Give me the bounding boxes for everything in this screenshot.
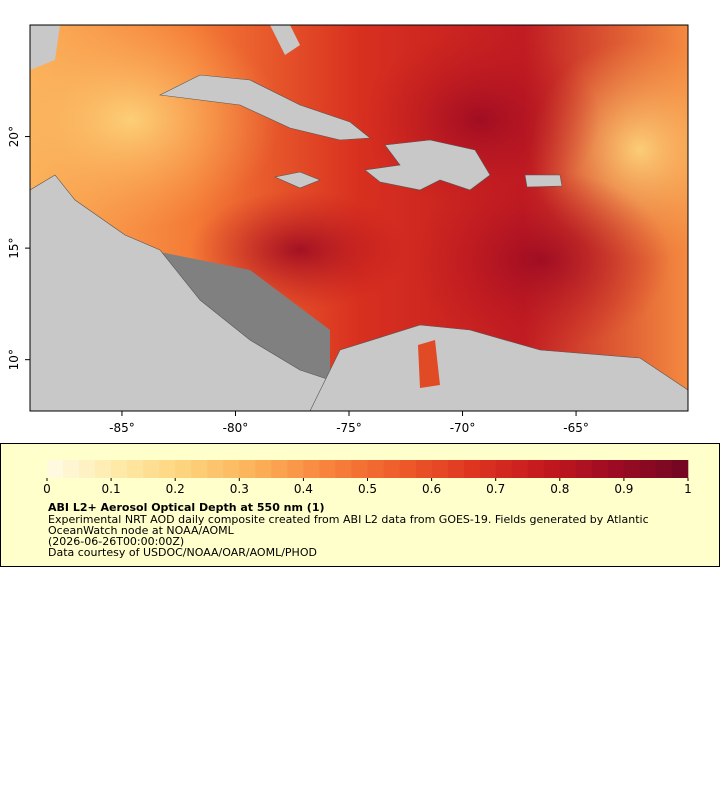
map-frame — [29, 24, 689, 412]
colorbar-segment — [223, 460, 240, 478]
colorbar-tick-label: 0.9 — [614, 482, 633, 496]
colorbar-tick-label: 0.7 — [486, 482, 505, 496]
colorbar-segment — [303, 460, 320, 478]
colorbar-segment — [495, 460, 513, 478]
colorbar-segment — [431, 460, 448, 478]
axes: -85° -80° -75° -70° -65° 10° 15° 20° — [7, 126, 589, 435]
y-tick-label: 15° — [7, 237, 21, 258]
map-area — [30, 25, 688, 411]
x-tick-label: -75° — [336, 421, 362, 435]
colorbar-segment — [527, 460, 545, 478]
x-tick-label: -70° — [450, 421, 476, 435]
colorbar-segment — [191, 460, 208, 478]
x-tick-label: -65° — [563, 421, 589, 435]
colorbar-segment — [383, 460, 400, 478]
colorbar-segment — [559, 460, 577, 478]
colorbar-segment — [399, 460, 416, 478]
colorbar-segment — [95, 460, 112, 478]
legend-line: OceanWatch node at NOAA/AOML — [48, 524, 235, 537]
colorbar-segment — [271, 460, 288, 478]
colorbar-segment — [143, 460, 160, 478]
lake-maracaibo — [418, 340, 440, 388]
colorbar-segment — [47, 460, 64, 478]
colorbar-segment — [543, 460, 561, 478]
legend-line: (2026-06-26T00:00:00Z) — [48, 535, 184, 548]
colorbar-segment — [623, 460, 641, 478]
colorbar-tick-label: 0.3 — [230, 482, 249, 496]
colorbar-segment — [239, 460, 256, 478]
colorbar-segment — [159, 460, 176, 478]
colorbar-segment — [479, 460, 496, 478]
land-yucatan — [30, 25, 60, 70]
aod-field — [30, 25, 280, 230]
colorbar-segment — [367, 460, 384, 478]
colorbar-segment — [127, 460, 144, 478]
land — [309, 324, 688, 411]
colorbar-tick-label: 1 — [684, 482, 692, 496]
colorbar-segment — [287, 460, 304, 478]
y-tick-label: 10° — [7, 349, 21, 370]
colorbar-segment — [607, 460, 625, 478]
land-cuba — [158, 74, 371, 141]
land-bahamas — [270, 25, 300, 55]
colorbar-segment — [511, 460, 529, 478]
legend-title: ABI L2+ Aerosol Optical Depth at 550 nm … — [48, 501, 325, 514]
colorbar-tick-label: 0.5 — [358, 482, 377, 496]
colorbar-segment — [175, 460, 192, 478]
colorbar-segment — [79, 460, 96, 478]
colorbar-segment — [255, 460, 272, 478]
colorbar-segment — [463, 460, 480, 478]
colorbar-segment — [447, 460, 464, 478]
colorbar-tick-label: 0.6 — [422, 482, 441, 496]
y-tick-label: 20° — [7, 126, 21, 147]
colorbar-segment — [335, 460, 352, 478]
colorbar-segment — [319, 460, 336, 478]
colorbar-segment — [575, 460, 593, 478]
colorbar-tick-label: 0.8 — [550, 482, 569, 496]
colorbar-tick-label: 0.1 — [102, 482, 121, 496]
land-puerto-rico — [524, 174, 563, 188]
legend-line: Data courtesy of USDOC/NOAA/OAR/AOML/PHO… — [48, 546, 317, 559]
colorbar-tick-label: 0.2 — [166, 482, 185, 496]
colorbar-segment — [671, 460, 689, 478]
aod-field — [410, 170, 670, 350]
colorbar: 0 0.1 0.2 0.3 0.4 0.5 0.6 0.7 0.8 0.9 1 — [43, 460, 692, 496]
colorbar-segment — [639, 460, 657, 478]
x-tick-label: -80° — [223, 421, 249, 435]
legend-line: Experimental NRT AOD daily composite cre… — [48, 513, 649, 526]
colorbar-segment — [111, 460, 128, 478]
colorbar-segment — [591, 460, 609, 478]
land-jamaica — [274, 171, 321, 189]
x-tick-label: -85° — [109, 421, 135, 435]
colorbar-segment — [415, 460, 432, 478]
colorbar-segment — [655, 460, 673, 478]
colorbar-segment — [351, 460, 368, 478]
colorbar-tick-label: 0 — [43, 482, 51, 496]
land-hispaniola — [364, 139, 491, 191]
colorbar-segment — [63, 460, 80, 478]
colorbar-segment — [207, 460, 224, 478]
colorbar-tick-label: 0.4 — [294, 482, 313, 496]
land — [30, 174, 331, 411]
